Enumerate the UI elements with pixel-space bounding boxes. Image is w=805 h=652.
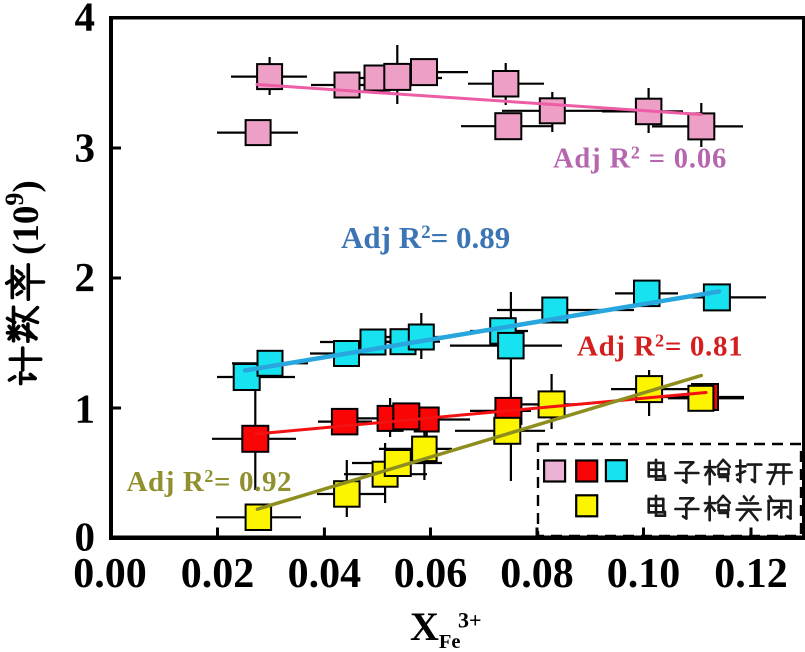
svg-text:Adj R2 = 0.06: Adj R2 = 0.06	[553, 143, 727, 175]
svg-text:0.04: 0.04	[288, 551, 362, 597]
svg-text:4: 4	[75, 0, 96, 40]
svg-text:0.12: 0.12	[714, 551, 788, 597]
svg-text:(109): (109)	[0, 180, 47, 255]
svg-text:Adj R2= 0.89: Adj R2= 0.89	[341, 220, 510, 255]
svg-text:1: 1	[75, 386, 96, 432]
svg-text:0.06: 0.06	[394, 551, 468, 597]
svg-text:0.02: 0.02	[181, 551, 255, 597]
svg-text:0.08: 0.08	[500, 551, 574, 597]
svg-text:3: 3	[75, 124, 96, 170]
svg-text:0.10: 0.10	[607, 551, 681, 597]
svg-text:0: 0	[75, 514, 96, 560]
svg-text:2: 2	[75, 254, 96, 300]
svg-text:0.00: 0.00	[73, 551, 147, 597]
svg-text:Adj R2= 0.81: Adj R2= 0.81	[577, 331, 743, 363]
